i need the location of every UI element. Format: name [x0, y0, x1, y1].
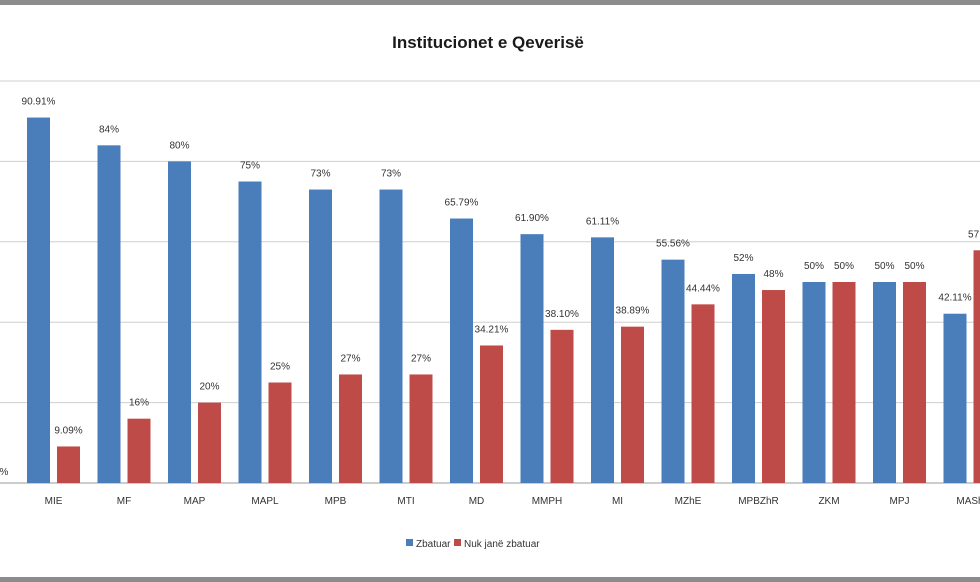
legend-label-zbatuar: Zbatuar [416, 539, 451, 550]
data-label-nuk-zbatuar-mi: 38.89% [616, 306, 650, 317]
x-tick-mapl: MAPL [251, 496, 279, 507]
data-labels-group: 90.91% 9.09% 84% 16% 80% 20% 75% 25% 73% 27% 73% 27… [22, 97, 980, 437]
bar-nuk-zbatuar-mti [409, 374, 433, 483]
bar-zbatuar-mmph [520, 234, 544, 483]
bar-nuk-zbatuar-zkm [832, 282, 856, 483]
x-tick-labels: MIE MF MAP MAPL MPB MTI MD MMPH MI MZhE MPBZhR ZKM M… [45, 496, 980, 507]
x-tick-mf: MF [117, 496, 131, 507]
bar-zbatuar-mapl [238, 181, 262, 483]
bar-zbatuar-mzhe [661, 259, 685, 483]
bar-nuk-zbatuar-mapl [268, 382, 292, 483]
bar-nuk-zbatuar-mash [973, 250, 980, 483]
data-label-nuk-zbatuar-mf: 16% [129, 398, 149, 409]
bar-zbatuar-mf [97, 145, 121, 483]
cropped-zero-label: 0% [0, 467, 9, 478]
bar-nuk-zbatuar-mpb [339, 374, 362, 483]
data-label-nuk-zbatuar-mmph: 38.10% [545, 309, 579, 320]
x-tick-zkm: ZKM [818, 496, 839, 507]
legend-swatch-nuk-zbatuar [454, 539, 461, 546]
bars-group [27, 117, 980, 484]
bar-nuk-zbatuar-mmph [550, 329, 574, 483]
data-label-zbatuar-mi: 61.11% [586, 216, 619, 227]
bar-nuk-zbatuar-mi [621, 326, 644, 483]
x-tick-mpbzhr: MPBZhR [738, 496, 779, 507]
legend-label-nuk-zbatuar: Nuk janë zbatuar [464, 539, 540, 550]
x-tick-map: MAP [184, 496, 206, 507]
data-label-nuk-zbatuar-mzhe: 44.44% [686, 283, 720, 294]
bar-nuk-zbatuar-mzhe [691, 304, 715, 483]
bar-nuk-zbatuar-mf [127, 418, 151, 483]
x-tick-mmph: MMPH [532, 496, 563, 507]
data-label-zbatuar-mzhe: 55.56% [656, 239, 690, 250]
x-tick-md: MD [469, 496, 485, 507]
data-label-nuk-zbatuar-md: 34.21% [475, 324, 509, 335]
data-label-zbatuar-map: 80% [169, 140, 189, 151]
bar-zbatuar-mpb [309, 189, 332, 484]
x-tick-mash: MASh [956, 496, 980, 507]
data-label-zbatuar-mpbzhr: 52% [733, 253, 753, 264]
data-label-nuk-zbatuar-mpb: 27% [340, 353, 360, 364]
bar-nuk-zbatuar-map [198, 402, 221, 483]
data-label-zbatuar-md: 65.79% [445, 198, 479, 209]
chart-title: Institucionet e Qeverisë [392, 33, 584, 52]
bar-zbatuar-mpj [873, 282, 896, 483]
data-label-nuk-zbatuar-zkm: 50% [834, 261, 854, 272]
data-label-nuk-zbatuar-mti: 27% [411, 353, 431, 364]
data-label-nuk-zbatuar-mpj: 50% [904, 261, 924, 272]
legend: Zbatuar Nuk janë zbatuar [406, 539, 540, 550]
data-label-zbatuar-mti: 73% [381, 169, 401, 180]
data-label-zbatuar-mmph: 61.90% [515, 213, 549, 224]
bar-zbatuar-md [450, 218, 473, 483]
bar-nuk-zbatuar-mpbzhr [762, 290, 785, 483]
bar-zbatuar-mi [591, 237, 614, 483]
bar-nuk-zbatuar-mie [57, 446, 80, 483]
data-label-zbatuar-mie: 90.91% [22, 97, 56, 108]
data-label-nuk-zbatuar-map: 20% [199, 382, 219, 393]
bar-nuk-zbatuar-md [480, 345, 503, 483]
bar-zbatuar-mie [27, 117, 50, 483]
data-label-zbatuar-mpj: 50% [874, 261, 894, 272]
x-tick-mzhe: MZhE [675, 496, 702, 507]
data-label-nuk-zbatuar-mash: 57.89% [968, 229, 980, 240]
bar-zbatuar-mti [379, 189, 403, 484]
bar-zbatuar-map [168, 161, 191, 483]
data-label-nuk-zbatuar-mie: 9.09% [54, 425, 82, 436]
bar-zbatuar-mash [943, 313, 967, 483]
data-label-zbatuar-mash: 42.11% [938, 293, 971, 304]
x-tick-mi: MI [612, 496, 623, 507]
data-label-zbatuar-mpb: 73% [310, 169, 330, 180]
bar-zbatuar-mpbzhr [732, 273, 755, 483]
x-tick-mpb: MPB [325, 496, 347, 507]
bar-nuk-zbatuar-mpj [903, 282, 926, 483]
data-label-zbatuar-zkm: 50% [804, 261, 824, 272]
data-label-zbatuar-mapl: 75% [240, 161, 260, 172]
x-tick-mie: MIE [45, 496, 63, 507]
data-label-nuk-zbatuar-mpbzhr: 48% [763, 269, 783, 280]
x-tick-mpj: MPJ [890, 496, 910, 507]
data-label-zbatuar-mf: 84% [99, 124, 119, 135]
x-tick-mti: MTI [397, 496, 414, 507]
bar-zbatuar-zkm [802, 282, 826, 483]
data-label-nuk-zbatuar-mapl: 25% [270, 362, 290, 373]
legend-swatch-zbatuar [406, 539, 413, 546]
